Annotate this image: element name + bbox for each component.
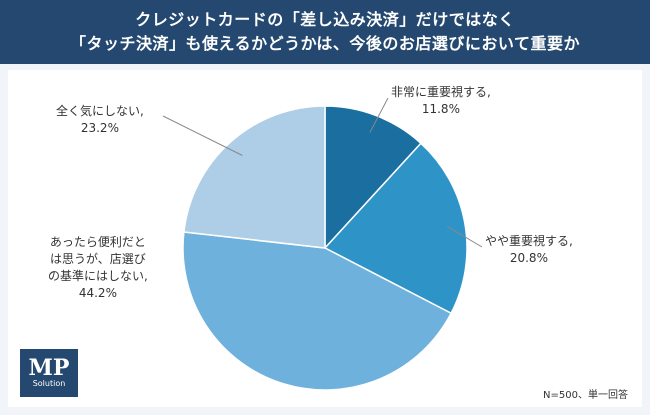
logo-mp: MP [28,355,70,381]
label-convenient-line-1: あったら便利だと [49,235,146,249]
label-somewhat-important-text: やや重要視する, [485,234,573,248]
label-not-at-all-text: 全く気にしない, [56,104,144,118]
chart-title-line-1: クレジットカードの「差し込み決済」だけではなく [135,10,515,29]
slice-not-at-all [183,105,326,249]
label-not-at-all: 全く気にしない, 23.2% [56,103,144,137]
mp-solution-logo: MP Solution [20,349,78,397]
label-very-important: 非常に重要視する, 11.8% [391,84,491,118]
label-somewhat-important: やや重要視する, 20.8% [485,233,573,267]
chart-panel: 非常に重要視する, 11.8% やや重要視する, 20.8% あったら便利だと … [8,70,642,407]
slice-very-important [324,105,422,250]
slice-somewhat-important [323,142,468,315]
label-very-important-pct: 11.8% [421,102,460,116]
label-convenient-line-2: は思うが、店選び [50,252,146,266]
chart-title-banner: クレジットカードの「差し込み決済」だけではなく 「タッチ決済」も使えるかどうかは… [0,0,650,64]
chart-title-line-2: 「タッチ決済」も使えるかどうかは、今後のお店選びにおいて重要か [70,34,580,53]
label-not-at-all-pct: 23.2% [80,121,119,135]
logo-solution: Solution [32,379,66,388]
label-convenient-line-3: の基準にはしない, [48,269,148,283]
label-convenient-pct: 44.2% [78,286,117,300]
leader-line-very-important [369,97,389,133]
sample-note: N=500、単一回答 [543,390,628,401]
label-very-important-text: 非常に重要視する, [391,85,491,99]
leader-line-somewhat-important [446,225,483,248]
pie-chart [162,97,483,391]
label-convenient-not-criterion: あったら便利だと は思うが、店選び の基準にはしない, 44.2% [48,234,148,302]
label-somewhat-important-pct: 20.8% [509,251,548,265]
slice-convenient-not-criterion [182,231,453,391]
leader-line-not-at-all [162,115,243,156]
